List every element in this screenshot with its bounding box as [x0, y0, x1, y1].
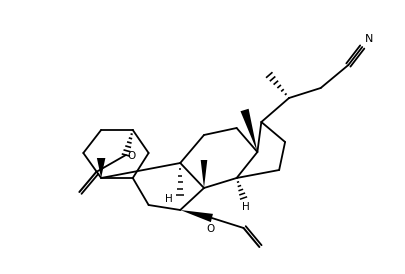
Text: N: N	[364, 34, 372, 44]
Text: O: O	[127, 151, 135, 161]
Text: H: H	[241, 201, 249, 212]
Polygon shape	[200, 160, 207, 188]
Polygon shape	[97, 158, 105, 178]
Text: O: O	[206, 224, 215, 234]
Text: H: H	[164, 194, 172, 204]
Polygon shape	[180, 210, 212, 222]
Polygon shape	[240, 109, 257, 152]
